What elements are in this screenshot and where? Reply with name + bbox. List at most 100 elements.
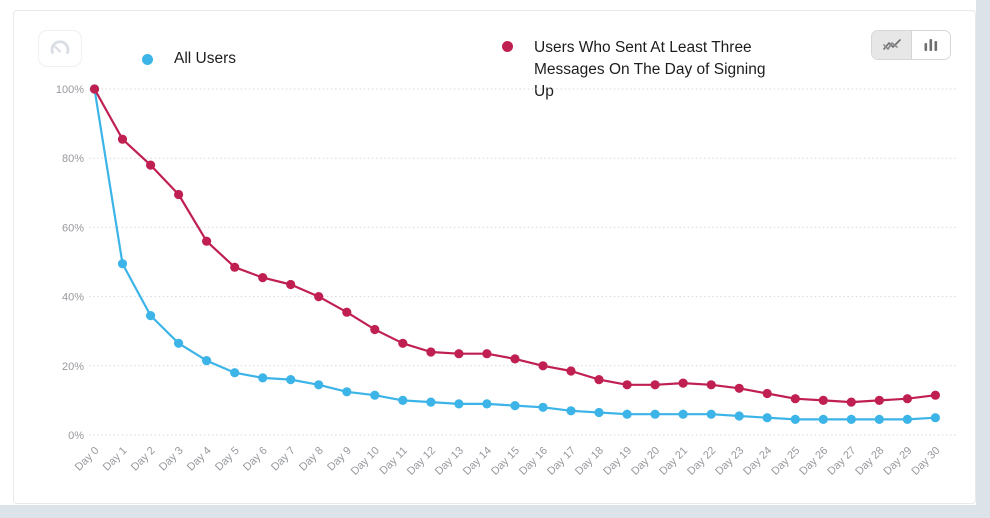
data-point[interactable] bbox=[482, 399, 492, 409]
data-point[interactable] bbox=[510, 354, 520, 364]
data-point[interactable] bbox=[174, 189, 184, 200]
data-point[interactable] bbox=[818, 414, 828, 424]
svg-text:Day 15: Day 15 bbox=[489, 445, 522, 478]
bar-chart-icon bbox=[924, 39, 938, 51]
data-point[interactable] bbox=[342, 387, 352, 397]
data-point[interactable] bbox=[454, 399, 464, 409]
svg-text:Day 25: Day 25 bbox=[769, 445, 802, 478]
svg-text:Day 27: Day 27 bbox=[825, 445, 858, 478]
data-point[interactable] bbox=[650, 409, 660, 419]
data-point[interactable] bbox=[622, 380, 632, 390]
data-point[interactable] bbox=[566, 366, 576, 376]
data-point[interactable] bbox=[314, 380, 324, 390]
data-point[interactable] bbox=[538, 361, 548, 371]
data-point[interactable] bbox=[117, 134, 128, 144]
legend-item-all-users[interactable]: All Users bbox=[142, 48, 236, 70]
svg-text:Day 30: Day 30 bbox=[909, 445, 942, 478]
data-point[interactable] bbox=[342, 307, 352, 317]
data-point[interactable] bbox=[902, 394, 913, 404]
svg-text:Day 28: Day 28 bbox=[853, 445, 886, 478]
data-point[interactable] bbox=[678, 378, 688, 388]
data-point[interactable] bbox=[89, 84, 100, 94]
svg-text:40%: 40% bbox=[62, 292, 84, 304]
svg-text:Day 5: Day 5 bbox=[213, 445, 242, 474]
data-point[interactable] bbox=[117, 259, 128, 269]
data-point[interactable] bbox=[538, 402, 548, 412]
data-point[interactable] bbox=[874, 414, 884, 424]
svg-text:Day 1: Day 1 bbox=[101, 445, 130, 474]
data-point[interactable] bbox=[650, 380, 660, 390]
legend-item-three-messages[interactable]: Users Who Sent At Least Three Messages O… bbox=[502, 37, 789, 103]
bar-chart-toggle-button[interactable] bbox=[911, 31, 950, 59]
svg-text:Day 21: Day 21 bbox=[657, 445, 690, 478]
line-chart-toggle-button[interactable] bbox=[872, 31, 911, 59]
svg-text:80%: 80% bbox=[62, 153, 84, 165]
data-point[interactable] bbox=[286, 279, 296, 290]
data-point[interactable] bbox=[790, 414, 800, 424]
x-axis-labels: Day 0 Day 1 Day 2 Day 3 Day 4 Day 5 Day 6 Day 7… bbox=[73, 445, 943, 478]
data-point[interactable] bbox=[398, 338, 408, 348]
data-point[interactable] bbox=[398, 395, 408, 405]
svg-text:0%: 0% bbox=[68, 430, 84, 442]
svg-text:Day 13: Day 13 bbox=[433, 445, 466, 478]
svg-text:Day 19: Day 19 bbox=[601, 445, 634, 478]
svg-text:Day 18: Day 18 bbox=[573, 445, 606, 478]
data-point[interactable] bbox=[454, 349, 464, 359]
data-point[interactable] bbox=[706, 409, 716, 419]
legend-dot-all-users bbox=[142, 53, 153, 65]
gauge-icon bbox=[50, 40, 70, 54]
data-point[interactable] bbox=[734, 411, 744, 421]
data-point[interactable] bbox=[370, 324, 380, 335]
data-point[interactable] bbox=[846, 414, 856, 424]
data-point[interactable] bbox=[930, 413, 941, 423]
data-point[interactable] bbox=[594, 407, 604, 418]
line-chart-icon bbox=[882, 39, 901, 50]
data-point[interactable] bbox=[174, 338, 184, 348]
svg-text:Day 22: Day 22 bbox=[685, 445, 718, 478]
data-point[interactable] bbox=[258, 373, 268, 383]
data-point[interactable] bbox=[790, 394, 800, 404]
data-point[interactable] bbox=[146, 160, 156, 170]
data-point[interactable] bbox=[426, 397, 436, 407]
data-point[interactable] bbox=[734, 383, 744, 393]
svg-text:60%: 60% bbox=[62, 222, 84, 234]
data-point[interactable] bbox=[370, 390, 380, 400]
data-point[interactable] bbox=[482, 349, 492, 359]
data-point[interactable] bbox=[286, 375, 296, 385]
data-point[interactable] bbox=[566, 406, 576, 416]
data-point[interactable] bbox=[762, 413, 772, 423]
data-point[interactable] bbox=[314, 292, 324, 302]
data-point[interactable] bbox=[678, 409, 688, 419]
svg-text:Day 4: Day 4 bbox=[185, 445, 214, 474]
data-point[interactable] bbox=[146, 311, 156, 321]
data-point[interactable] bbox=[230, 368, 240, 378]
data-point[interactable] bbox=[762, 388, 772, 399]
data-point[interactable] bbox=[846, 397, 856, 407]
series-three-plus-messages[interactable] bbox=[89, 84, 941, 407]
data-point[interactable] bbox=[902, 414, 913, 424]
data-point[interactable] bbox=[510, 401, 520, 411]
svg-text:20%: 20% bbox=[62, 361, 84, 373]
svg-text:Day 10: Day 10 bbox=[349, 445, 382, 478]
data-point[interactable] bbox=[202, 356, 212, 366]
data-point[interactable] bbox=[202, 236, 212, 246]
data-point[interactable] bbox=[426, 347, 436, 357]
data-point[interactable] bbox=[258, 273, 268, 283]
svg-text:Day 14: Day 14 bbox=[461, 445, 494, 478]
data-point[interactable] bbox=[874, 395, 884, 405]
svg-text:Day 17: Day 17 bbox=[545, 445, 578, 478]
data-point[interactable] bbox=[818, 395, 828, 405]
dashboard-gauge-button[interactable] bbox=[38, 30, 82, 67]
data-point[interactable] bbox=[622, 409, 632, 419]
svg-text:Day 16: Day 16 bbox=[517, 445, 550, 478]
svg-text:100%: 100% bbox=[56, 84, 84, 96]
svg-text:Day 6: Day 6 bbox=[241, 445, 270, 474]
data-point[interactable] bbox=[706, 380, 716, 390]
svg-text:Day 24: Day 24 bbox=[741, 445, 774, 478]
series-all-users[interactable] bbox=[89, 84, 941, 424]
chart-card: All Users Users Who Sent At Least Three … bbox=[13, 10, 976, 504]
data-point[interactable] bbox=[594, 375, 604, 385]
data-point[interactable] bbox=[930, 390, 941, 400]
svg-text:Day 11: Day 11 bbox=[377, 445, 410, 478]
data-point[interactable] bbox=[230, 262, 240, 272]
